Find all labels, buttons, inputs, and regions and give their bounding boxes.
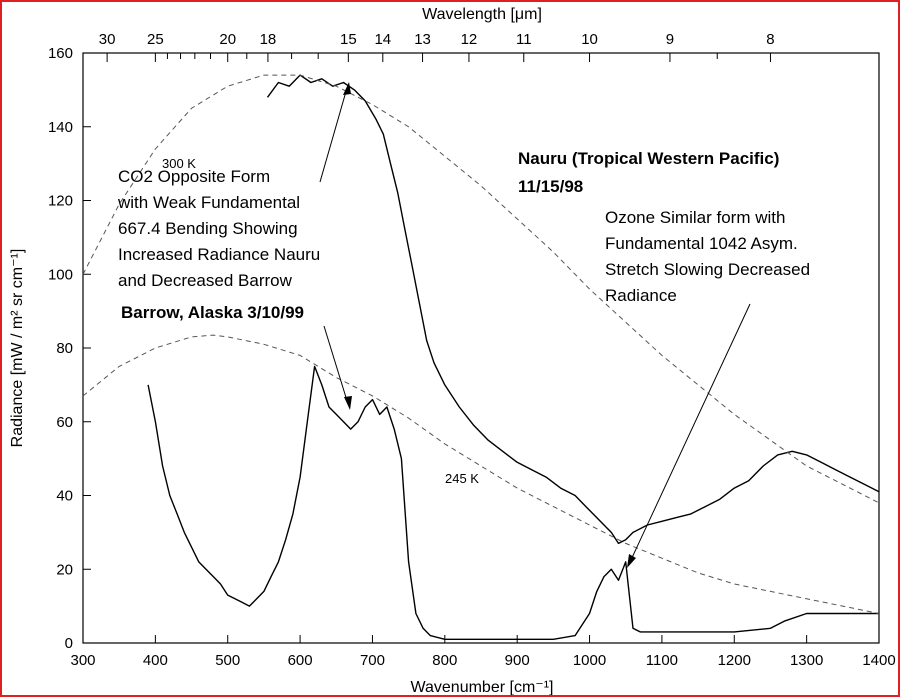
top-tick-label-3: 18 bbox=[260, 31, 277, 48]
top-tick-label-0: 30 bbox=[99, 31, 116, 48]
bottom-axis: 300 400 500 600 700 800 900 1000 1100 1200 1300 140… bbox=[70, 635, 896, 669]
y-tick-label-6: 120 bbox=[48, 193, 73, 210]
ozone-arrow-head bbox=[627, 554, 636, 568]
ozone-annotation-line-1: Ozone Similar form with bbox=[605, 208, 785, 227]
top-axis: 30 25 20 18 15 14 13 12 11 10 9 8 bbox=[99, 31, 775, 62]
ozone-annotation: Ozone Similar form with Fundamental 1042… bbox=[605, 208, 810, 568]
co2-arrow-line bbox=[319, 87, 348, 183]
barrow-arrow-line bbox=[323, 325, 349, 405]
plot-area bbox=[82, 52, 880, 644]
x-tick-label-3: 600 bbox=[288, 652, 313, 669]
y-tick-label-1: 20 bbox=[56, 561, 73, 578]
x-tick-label-6: 900 bbox=[505, 652, 530, 669]
co2-arrow-head bbox=[343, 82, 351, 95]
co2-annotation-line-5: and Decreased Barrow bbox=[118, 271, 293, 290]
top-tick-label-5: 14 bbox=[374, 31, 391, 48]
x-tick-label-11: 1400 bbox=[862, 652, 895, 669]
ozone-arrow-line bbox=[629, 303, 751, 563]
x-tick-label-0: 300 bbox=[70, 652, 95, 669]
y-tick-label-4: 80 bbox=[56, 340, 73, 357]
y-tick-label-2: 40 bbox=[56, 488, 73, 505]
co2-annotation-line-2: with Weak Fundamental bbox=[117, 193, 300, 212]
left-axis: 0 20 40 60 80 100 120 140 160 bbox=[48, 45, 91, 652]
y-tick-label-8: 160 bbox=[48, 45, 73, 62]
temp-label-245k: 245 K bbox=[445, 471, 479, 486]
x-axis-title: Wavenumber [cm⁻¹] bbox=[411, 679, 554, 696]
top-tick-label-4: 15 bbox=[340, 31, 357, 48]
x-tick-label-9: 1200 bbox=[718, 652, 751, 669]
y-tick-label-3: 60 bbox=[56, 414, 73, 431]
top-tick-label-10: 9 bbox=[666, 31, 674, 48]
series-layer bbox=[82, 74, 880, 640]
temp-label-300k: 300 K bbox=[162, 156, 196, 171]
co2-annotation-line-1: CO2 Opposite Form bbox=[118, 167, 270, 186]
ozone-annotation-line-2: Fundamental 1042 Asym. bbox=[605, 234, 798, 253]
nauru-label-line-2: 11/15/98 bbox=[518, 177, 583, 196]
series-line-barrow-alaska-3-10-99 bbox=[147, 365, 879, 640]
top-tick-label-7: 12 bbox=[461, 31, 478, 48]
y-tick-label-7: 140 bbox=[48, 119, 73, 136]
ozone-annotation-line-4: Radiance bbox=[605, 286, 677, 305]
nauru-label-line-1: Nauru (Tropical Western Pacific) bbox=[518, 149, 779, 168]
nauru-label: Nauru (Tropical Western Pacific) 11/15/9… bbox=[518, 149, 779, 196]
top-tick-label-9: 10 bbox=[581, 31, 598, 48]
top-tick-label-1: 25 bbox=[147, 31, 164, 48]
x-tick-label-8: 1100 bbox=[646, 652, 678, 669]
series-line-245-k bbox=[82, 334, 880, 614]
top-axis-title: Wavelength [μm] bbox=[422, 6, 542, 23]
co2-annotation-line-3: 667.4 Bending Showing bbox=[118, 219, 298, 238]
series-line-300-k bbox=[82, 74, 880, 504]
y-tick-label-5: 100 bbox=[48, 266, 73, 283]
x-tick-label-5: 800 bbox=[432, 652, 457, 669]
barrow-arrow-head bbox=[344, 396, 352, 410]
barrow-label: Barrow, Alaska 3/10/99 bbox=[121, 303, 352, 410]
x-tick-label-1: 400 bbox=[143, 652, 168, 669]
y-tick-label-0: 0 bbox=[65, 635, 73, 652]
series-line-nauru-tropical-western-pacific-11-15-98 bbox=[266, 74, 880, 545]
x-tick-label-10: 1300 bbox=[790, 652, 823, 669]
y-axis-title: Radiance [mW / m² sr cm⁻¹] bbox=[9, 249, 26, 448]
x-tick-label-4: 700 bbox=[360, 652, 385, 669]
ozone-annotation-line-3: Stretch Slowing Decreased bbox=[605, 260, 810, 279]
top-tick-label-2: 20 bbox=[219, 31, 236, 48]
x-tick-label-2: 500 bbox=[215, 652, 240, 669]
top-tick-label-8: 11 bbox=[516, 31, 532, 48]
co2-annotation-line-4: Increased Radiance Nauru bbox=[118, 245, 320, 264]
top-tick-label-11: 8 bbox=[766, 31, 774, 48]
barrow-label-text: Barrow, Alaska 3/10/99 bbox=[121, 303, 304, 322]
x-tick-label-7: 1000 bbox=[573, 652, 606, 669]
co2-annotation: CO2 Opposite Form with Weak Fundamental … bbox=[117, 82, 351, 290]
top-tick-label-6: 13 bbox=[414, 31, 431, 48]
